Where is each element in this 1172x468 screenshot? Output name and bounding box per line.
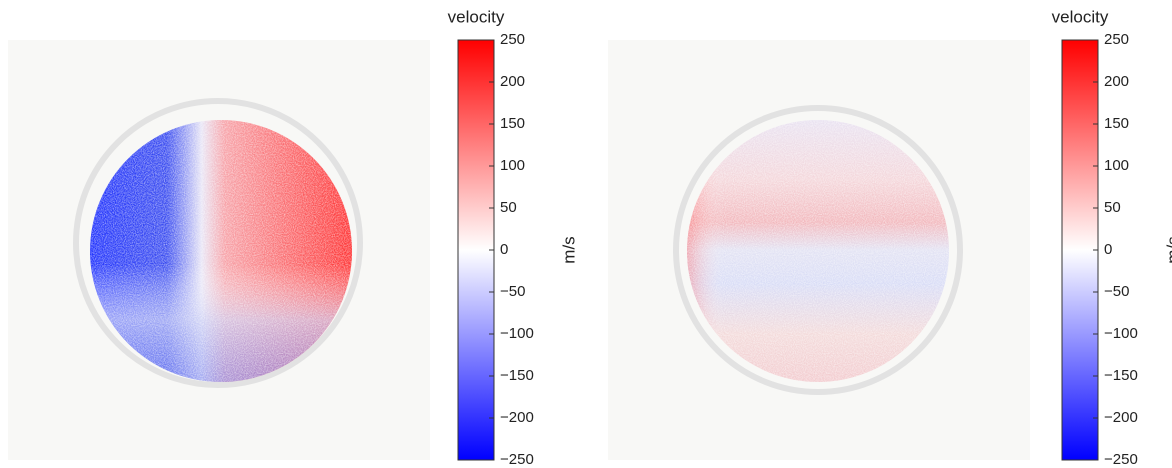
colorbar-tick-label: 250 bbox=[500, 31, 525, 48]
colorbar-tick-label: 50 bbox=[500, 199, 517, 216]
colorbar-title: velocity bbox=[1052, 7, 1109, 26]
colorbar-tick-label: 50 bbox=[1104, 199, 1121, 216]
colorbar-tick-label: −100 bbox=[1104, 325, 1138, 342]
colorbar-tick-label: −50 bbox=[500, 283, 525, 300]
colorbar bbox=[1061, 39, 1099, 461]
panel-image bbox=[8, 40, 430, 460]
colorbar-tick-label: −100 bbox=[500, 325, 534, 342]
colorbar-tick-label: 250 bbox=[1104, 31, 1129, 48]
colorbar-tick-label: 0 bbox=[500, 241, 508, 258]
colorbar-tick-label: 200 bbox=[1104, 73, 1129, 90]
colorbar-label: m/s bbox=[1163, 236, 1172, 263]
colorbar-label: m/s bbox=[559, 236, 578, 263]
colorbar-tick-label: −50 bbox=[1104, 283, 1129, 300]
colorbar-tick-label: −150 bbox=[1104, 367, 1138, 384]
panel-image bbox=[608, 40, 1030, 460]
colorbar-tick-label: −250 bbox=[1104, 451, 1138, 468]
colorbar bbox=[457, 39, 495, 461]
colorbar-tick-label: −200 bbox=[500, 409, 534, 426]
colorbar-title: velocity bbox=[448, 7, 505, 26]
colorbar-tick-label: 100 bbox=[500, 157, 525, 174]
colorbar-tick-label: −250 bbox=[500, 451, 534, 468]
colorbar-tick-label: −200 bbox=[1104, 409, 1138, 426]
colorbar-tick-label: 200 bbox=[500, 73, 525, 90]
colorbar-tick-label: −150 bbox=[500, 367, 534, 384]
colorbar-tick-label: 150 bbox=[1104, 115, 1129, 132]
colorbar-tick-label: 0 bbox=[1104, 241, 1112, 258]
colorbar-tick-label: 100 bbox=[1104, 157, 1129, 174]
colorbar-tick-label: 150 bbox=[500, 115, 525, 132]
